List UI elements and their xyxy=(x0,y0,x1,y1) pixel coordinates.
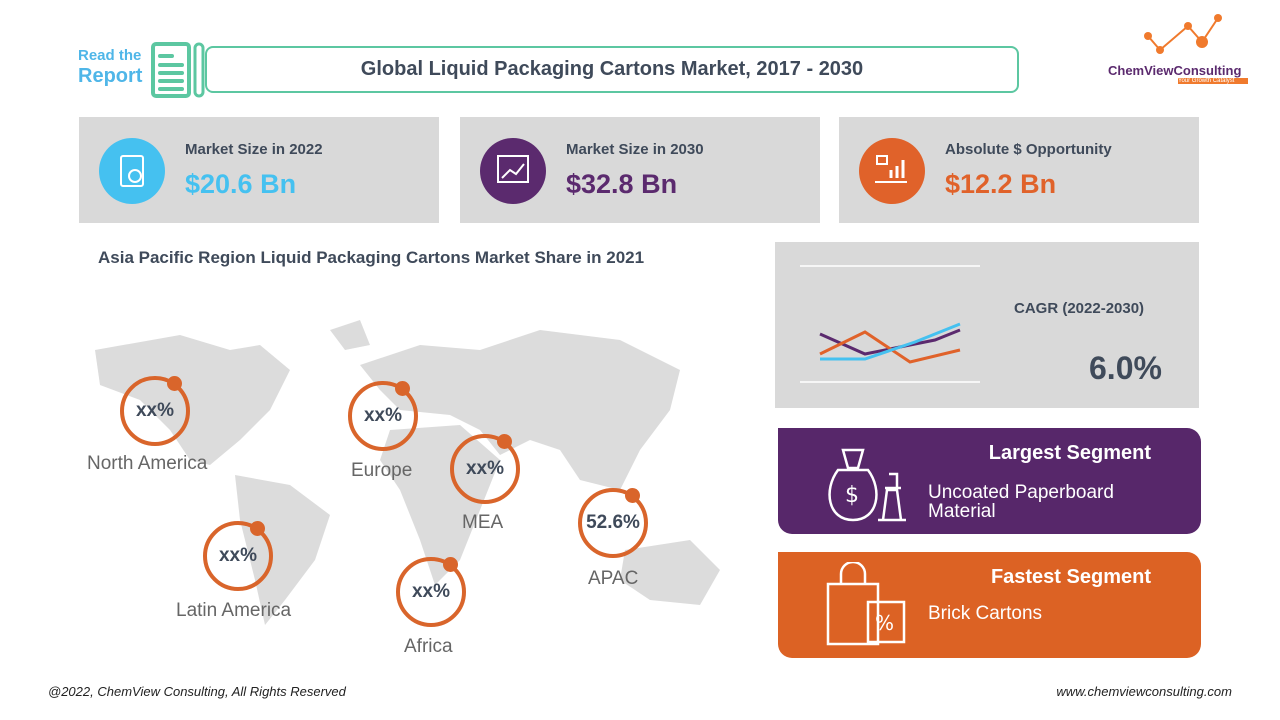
region-label: APAC xyxy=(588,568,639,589)
fastest-segment-card: % Fastest Segment Brick Cartons xyxy=(778,552,1201,658)
shopping-bag-discount-icon: % xyxy=(826,562,906,646)
read-line1: Read the xyxy=(78,47,142,64)
cagr-value: 6.0% xyxy=(1089,350,1162,386)
segment-heading: Fastest Segment xyxy=(990,566,1151,588)
segment-text: Uncoated Paperboard Material xyxy=(928,482,1114,522)
region-share-latin-america: xx% xyxy=(203,521,273,591)
svg-text:$: $ xyxy=(845,483,859,508)
region-label: Latin America xyxy=(176,600,292,621)
kpi-label: Absolute $ Opportunity xyxy=(945,141,1112,158)
logo-text: ChemViewConsulting xyxy=(1108,63,1242,78)
map-title: Asia Pacific Region Liquid Packaging Car… xyxy=(98,248,645,267)
share-value: 52.6% xyxy=(586,512,640,533)
kpi-label: Market Size in 2030 xyxy=(566,141,704,158)
region-label: Europe xyxy=(351,460,413,481)
region-share-europe: xx% xyxy=(348,381,418,451)
largest-segment-card: $ Largest Segment Uncoated Paperboard Ma… xyxy=(778,428,1201,534)
kpi-absolute-opportunity: Absolute $ Opportunity $12.2 Bn xyxy=(839,117,1199,223)
world-map xyxy=(95,320,720,625)
read-line2: Report xyxy=(78,64,143,87)
kpi-value: $20.6 Bn xyxy=(185,169,297,199)
read-report-link[interactable]: Read the Report xyxy=(78,47,143,87)
share-value: xx% xyxy=(363,405,403,426)
cagr-panel: CAGR (2022-2030) 6.0% xyxy=(775,242,1199,408)
money-bag-chess-icon: $ xyxy=(828,448,906,522)
kpi-label: Market Size in 2022 xyxy=(185,141,323,158)
share-value: xx% xyxy=(218,545,258,566)
region-label: Africa xyxy=(404,636,453,657)
share-value: xx% xyxy=(411,581,451,602)
hand-growth-icon xyxy=(859,138,925,204)
region-label: MEA xyxy=(462,512,504,533)
segment-heading: Largest Segment xyxy=(988,442,1151,464)
region-share-north-america: xx% xyxy=(120,376,190,446)
kpi-value: $32.8 Bn xyxy=(566,169,678,199)
svg-text:%: % xyxy=(875,611,894,635)
kpi-value: $12.2 Bn xyxy=(945,169,1057,199)
region-label: North America xyxy=(87,453,208,474)
segment-text: Brick Cartons xyxy=(928,603,1043,624)
kpi-market-size-2022: Market Size in 2022 $20.6 Bn xyxy=(79,117,439,223)
report-chart-icon xyxy=(99,138,165,204)
kpi-market-size-2030: Market Size in 2030 $32.8 Bn xyxy=(460,117,820,223)
presentation-chart-icon xyxy=(480,138,546,204)
trend-lines-icon xyxy=(800,265,980,383)
region-share-mea: xx% xyxy=(450,434,520,504)
website-link[interactable]: www.chemviewconsulting.com xyxy=(1056,684,1232,699)
cagr-label: CAGR (2022-2030) xyxy=(1014,300,1145,317)
copyright: @2022, ChemView Consulting, All Rights R… xyxy=(48,684,346,699)
share-value: xx% xyxy=(135,400,175,421)
page-title: Global Liquid Packaging Cartons Market, … xyxy=(205,46,1019,93)
region-share-apac: 52.6% xyxy=(578,488,648,558)
share-value: xx% xyxy=(465,458,505,479)
chemview-logo: ChemViewConsulting Your Growth Catalyst xyxy=(1108,12,1258,84)
document-icon xyxy=(151,42,205,98)
region-share-africa: xx% xyxy=(396,557,466,627)
logo-tagline: Your Growth Catalyst xyxy=(1178,78,1248,84)
